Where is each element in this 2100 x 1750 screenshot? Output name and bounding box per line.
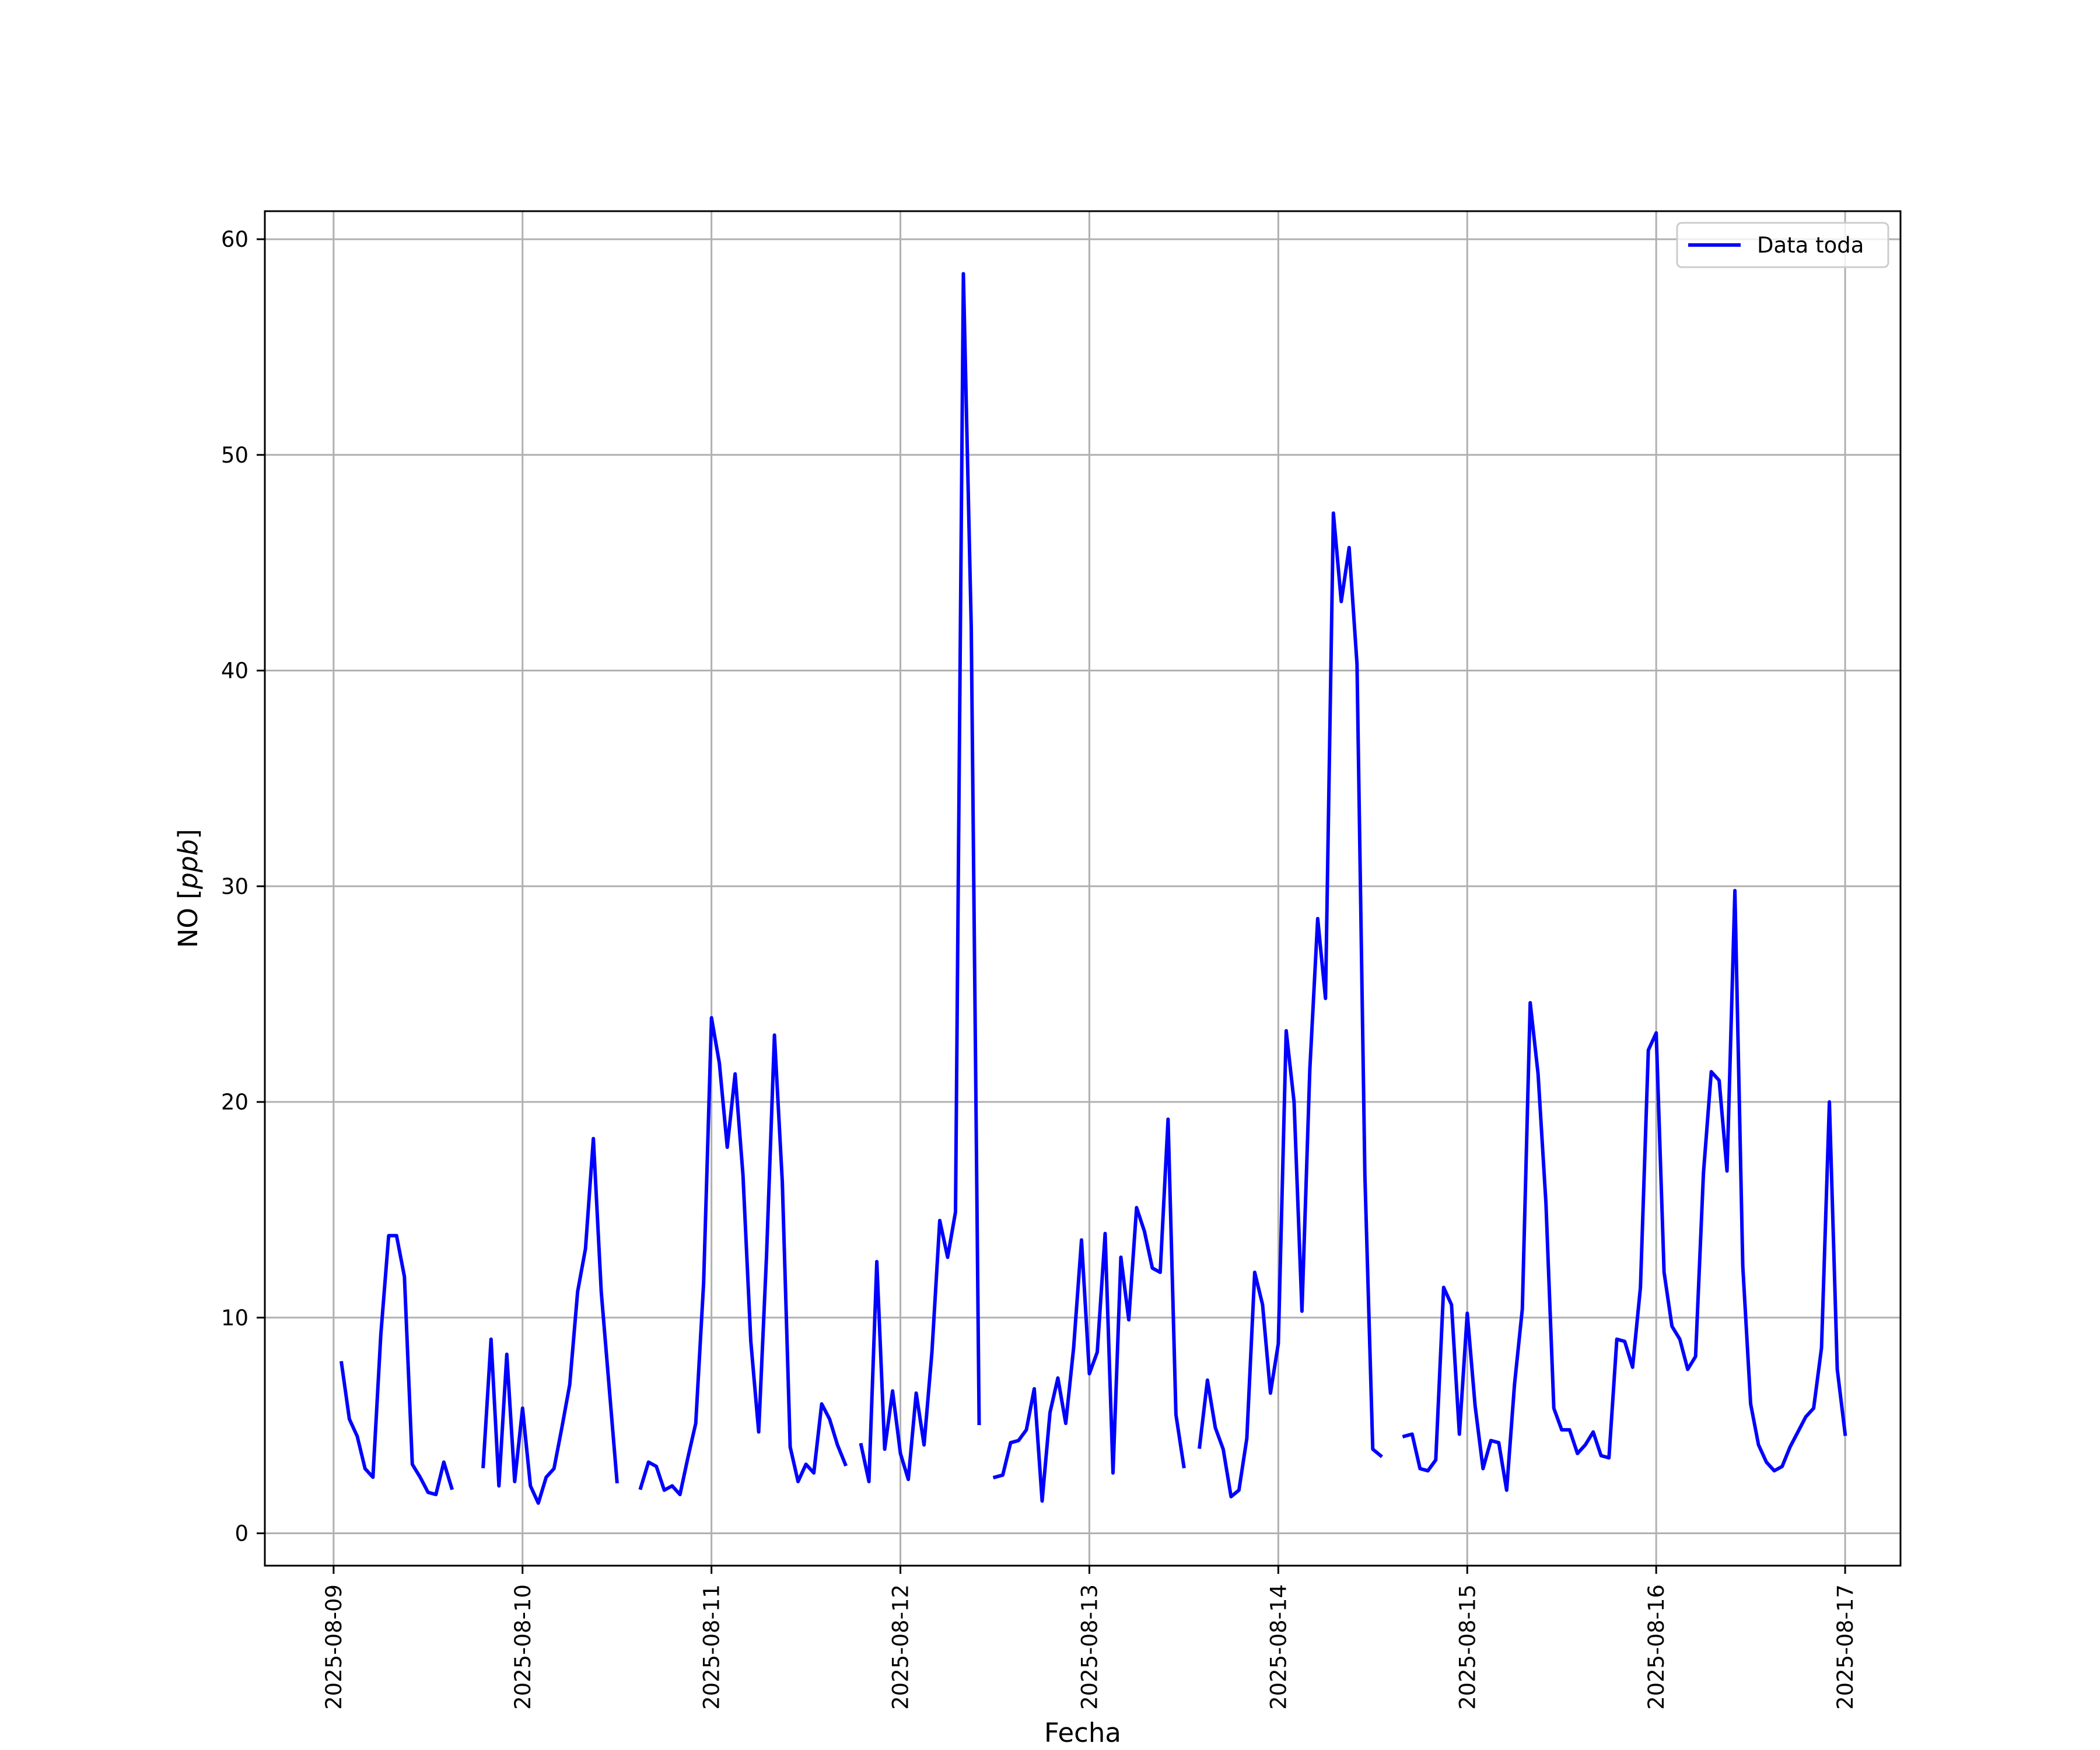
x-tick-label: 2025-08-17 bbox=[1833, 1584, 1858, 1710]
x-tick-label: 2025-08-09 bbox=[321, 1584, 346, 1710]
x-tick-label: 2025-08-10 bbox=[510, 1584, 536, 1710]
legend-label-data-toda: Data toda bbox=[1757, 233, 1864, 258]
x-tick-label: 2025-08-12 bbox=[888, 1584, 914, 1710]
legend: Data toda bbox=[1676, 222, 1889, 268]
y-tick-label: 30 bbox=[221, 874, 249, 899]
series-line-segment bbox=[340, 1234, 454, 1496]
grid bbox=[265, 211, 1901, 1566]
y-tick-label: 50 bbox=[221, 443, 249, 468]
x-tick-label: 2025-08-11 bbox=[699, 1584, 724, 1710]
y-axis-label-main: NO bbox=[173, 900, 204, 948]
series-line-segment bbox=[992, 1117, 1186, 1503]
x-tick-label: 2025-08-13 bbox=[1077, 1584, 1102, 1710]
series-line-segment bbox=[859, 272, 981, 1483]
y-tick-label: 40 bbox=[221, 659, 249, 684]
x-tick-label: 2025-08-16 bbox=[1644, 1584, 1669, 1710]
y-tick-label: 10 bbox=[221, 1306, 249, 1331]
series-line-segment bbox=[481, 1136, 619, 1505]
series-line-segment bbox=[1402, 888, 1847, 1492]
y-axis-label-open: [ bbox=[173, 889, 204, 900]
plot-frame bbox=[264, 210, 1902, 1567]
x-tick-label: 2025-08-15 bbox=[1455, 1584, 1480, 1710]
y-axis-label: NO [ppb] bbox=[173, 829, 204, 948]
x-axis: 2025-08-09 2025-08-10 2025-08-11 2025-08-12… bbox=[321, 1566, 1858, 1710]
y-tick-label: 60 bbox=[221, 227, 249, 252]
series-line-segment bbox=[1198, 511, 1384, 1499]
y-tick-label: 20 bbox=[221, 1090, 249, 1115]
series-line-segment bbox=[638, 1016, 848, 1496]
y-tick-label: 0 bbox=[235, 1521, 249, 1546]
legend-box bbox=[1676, 222, 1889, 268]
y-axis-label-unit: ppb bbox=[173, 839, 204, 890]
x-tick-label: 2025-08-14 bbox=[1266, 1584, 1291, 1710]
x-axis-label: Fecha bbox=[1044, 1717, 1121, 1748]
y-axis-label-close: ] bbox=[173, 829, 204, 839]
series-layer bbox=[340, 272, 1847, 1505]
y-axis: 0 10 20 30 40 50 60 bbox=[221, 227, 265, 1546]
